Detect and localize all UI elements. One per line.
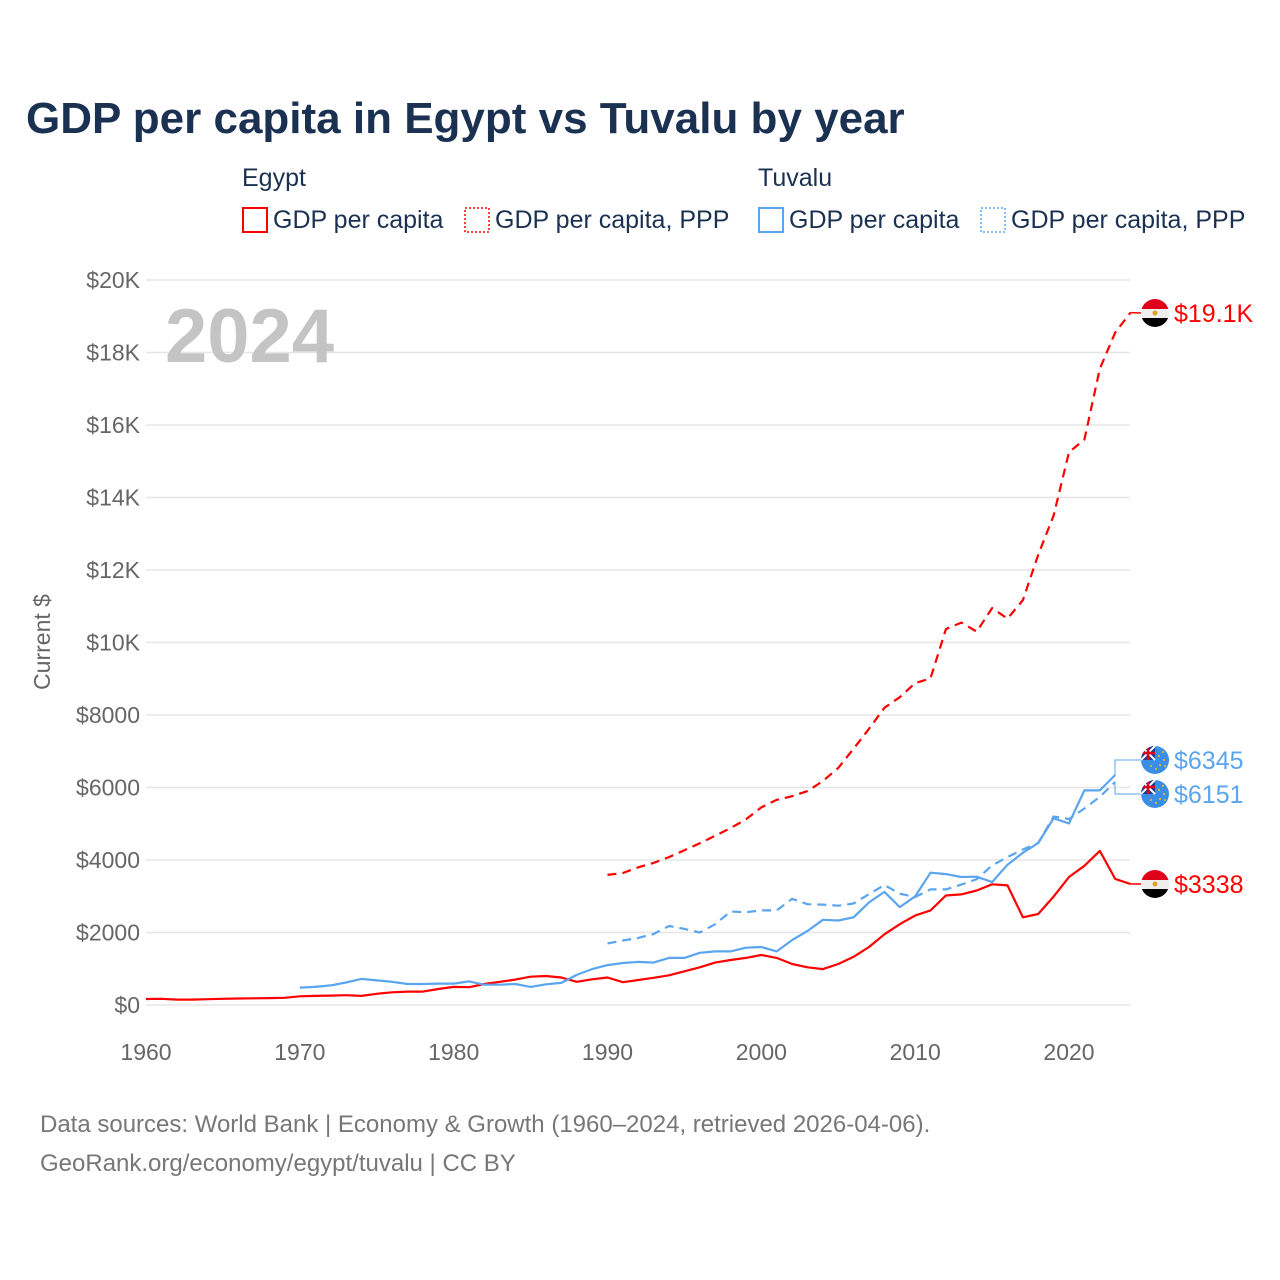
source-line-2[interactable]: GeoRank.org/economy/egypt/tuvalu | CC BY bbox=[40, 1150, 516, 1177]
legend: Egypt GDP per capita GDP per capita, PPP Tu… bbox=[242, 164, 1245, 234]
y-tick-label: $16K bbox=[86, 412, 140, 438]
y-tick-label: $2000 bbox=[76, 920, 140, 946]
x-tick-label: 1970 bbox=[274, 1039, 325, 1065]
y-axis: $0 $2000 $4000 $6000 $8000 $10K $12K $14K $16K $1… bbox=[76, 267, 141, 1018]
series-lines bbox=[145, 311, 1132, 1001]
egypt-gdp-per-capita-line bbox=[145, 849, 1131, 1001]
egypt-flag-icon bbox=[1141, 870, 1169, 898]
label-connector bbox=[1114, 759, 1141, 776]
end-value-label: $3338 bbox=[1174, 871, 1244, 899]
y-tick-label: $8000 bbox=[76, 702, 140, 728]
y-tick-label: $12K bbox=[86, 557, 140, 583]
legend-swatch bbox=[464, 207, 490, 233]
end-labels: $3338 $19.1K $6345 $6151 bbox=[1114, 299, 1254, 899]
chart-title: GDP per capita in Egypt vs Tuvalu by yea… bbox=[26, 94, 905, 143]
legend-item-label: GDP per capita, PPP bbox=[495, 206, 729, 234]
tuvalu-flag-icon bbox=[1141, 746, 1169, 774]
y-tick-label: $18K bbox=[86, 340, 140, 366]
x-tick-label: 1980 bbox=[428, 1039, 479, 1065]
x-tick-label: 2020 bbox=[1043, 1039, 1094, 1065]
y-tick-label: $4000 bbox=[76, 847, 140, 873]
legend-group-title: Tuvalu bbox=[758, 164, 832, 192]
legend-item-label: GDP per capita, PPP bbox=[1011, 206, 1245, 234]
y-axis-label: Current $ bbox=[29, 594, 55, 690]
egypt-gdp-per-capita-ppp-line bbox=[607, 311, 1132, 876]
grid bbox=[146, 279, 1130, 1006]
y-tick-label: $20K bbox=[86, 267, 140, 293]
y-tick-label: $0 bbox=[114, 992, 140, 1018]
end-value-label: $19.1K bbox=[1174, 300, 1254, 328]
egypt-flag-icon bbox=[1141, 299, 1169, 327]
legend-item-label: GDP per capita bbox=[789, 206, 960, 234]
legend-swatch bbox=[758, 207, 784, 233]
x-tick-label: 2010 bbox=[890, 1039, 941, 1065]
x-tick-label: 2000 bbox=[736, 1039, 787, 1065]
tuvalu-gdp-per-capita-ppp-line bbox=[607, 781, 1116, 945]
y-tick-label: $14K bbox=[86, 485, 140, 511]
y-tick-label: $10K bbox=[86, 630, 140, 656]
label-connector bbox=[1114, 781, 1141, 795]
current-year-label: 2024 bbox=[165, 294, 334, 379]
tuvalu-gdp-per-capita-line bbox=[299, 774, 1116, 989]
legend-group-title: Egypt bbox=[242, 164, 306, 192]
x-axis: 1960 1970 1980 1990 2000 2010 2020 bbox=[120, 1039, 1094, 1065]
y-tick-label: $6000 bbox=[76, 775, 140, 801]
source-line-1: Data sources: World Bank | Economy & Gro… bbox=[40, 1111, 930, 1138]
x-tick-label: 1990 bbox=[582, 1039, 633, 1065]
legend-swatch bbox=[980, 207, 1006, 233]
legend-item-label: GDP per capita bbox=[273, 206, 444, 234]
legend-swatch bbox=[242, 207, 268, 233]
end-value-label: $6151 bbox=[1174, 781, 1244, 809]
tuvalu-flag-icon bbox=[1141, 780, 1169, 808]
x-tick-label: 1960 bbox=[120, 1039, 171, 1065]
end-value-label: $6345 bbox=[1174, 747, 1244, 775]
